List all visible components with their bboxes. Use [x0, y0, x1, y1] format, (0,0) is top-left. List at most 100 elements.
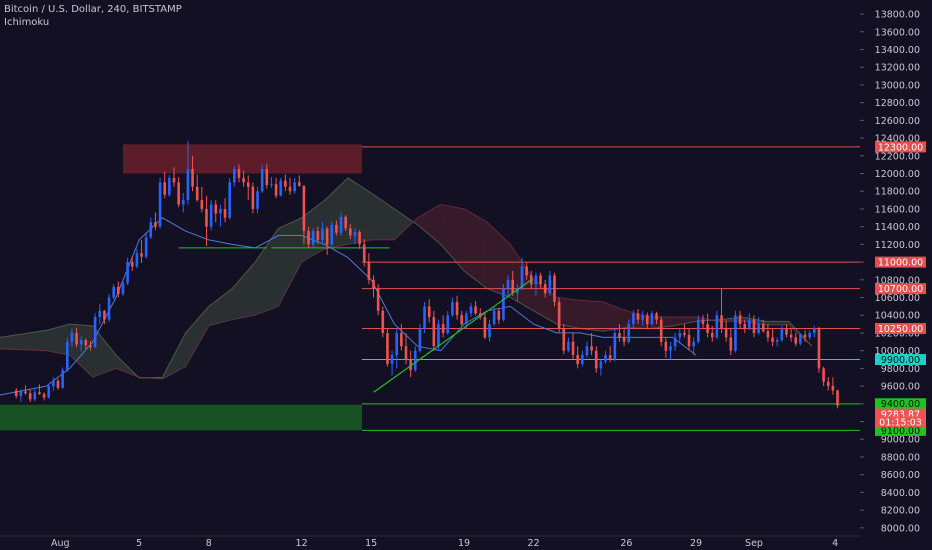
ichimoku-cloud-segment — [371, 193, 395, 240]
y-tick-label: 12600.00 — [875, 116, 920, 127]
candle — [390, 355, 394, 364]
x-tick-label: Sep — [745, 538, 763, 549]
candle — [655, 313, 658, 320]
candle — [79, 340, 83, 345]
candle — [492, 310, 496, 325]
candle — [52, 380, 55, 387]
candle — [488, 324, 491, 338]
candle — [381, 310, 385, 333]
candle — [112, 286, 115, 298]
candle — [715, 315, 719, 338]
candle — [191, 169, 194, 187]
ichimoku-cloud-segment — [672, 317, 696, 326]
x-tick-label: 15 — [365, 538, 377, 549]
candle — [516, 288, 519, 294]
candle — [590, 346, 593, 351]
candle — [117, 286, 120, 294]
candle — [158, 182, 162, 227]
candle — [186, 169, 190, 201]
candle — [710, 332, 714, 338]
ichimoku-cloud-segment — [440, 204, 464, 271]
trendline — [373, 279, 532, 393]
candle — [65, 341, 69, 371]
candle — [794, 337, 798, 344]
candle — [622, 337, 626, 342]
candle — [618, 332, 621, 338]
candle — [636, 313, 640, 320]
candle — [19, 391, 23, 396]
candle — [813, 328, 816, 333]
candle — [687, 334, 691, 347]
ichimoku-cloud-segment — [0, 330, 47, 351]
price-label: 9900.00 — [881, 355, 920, 366]
candle — [293, 182, 296, 192]
candle — [70, 332, 74, 342]
candle — [817, 328, 821, 369]
candle — [446, 315, 450, 333]
chart-title: Bitcoin / U.S. Dollar, 240, BITSTAMP — [4, 4, 182, 15]
candle — [270, 184, 273, 186]
y-tick-label: 9800.00 — [881, 364, 920, 375]
candle — [567, 341, 570, 351]
candle — [548, 275, 552, 294]
price-label: 11000.00 — [878, 257, 923, 268]
x-tick-label: 8 — [206, 538, 212, 549]
y-tick-label: 13800.00 — [875, 10, 920, 21]
y-tick-label: 13000.00 — [875, 80, 920, 91]
candle — [265, 169, 269, 186]
candle — [353, 231, 357, 236]
candle — [84, 340, 88, 346]
candle — [808, 332, 811, 338]
price-label-box — [875, 256, 926, 268]
candle — [650, 313, 654, 325]
candle — [14, 390, 18, 396]
candle — [42, 394, 46, 398]
candle — [284, 180, 287, 187]
candle — [302, 185, 306, 232]
price-label-box — [875, 424, 926, 436]
price-label-box — [875, 408, 926, 420]
candle — [497, 310, 501, 320]
candle — [28, 393, 32, 400]
price-label-box — [875, 283, 926, 295]
candle — [669, 346, 672, 351]
y-tick-label: 12200.00 — [875, 151, 920, 162]
candle — [539, 275, 542, 285]
candle — [594, 350, 598, 369]
candle — [673, 337, 677, 347]
y-tick-label: 10000.00 — [875, 346, 920, 357]
price-label: 9400.00 — [881, 399, 920, 410]
price-label-box — [875, 141, 926, 153]
candle — [692, 341, 695, 347]
candle — [163, 182, 167, 195]
ichimoku-cloud-segment — [185, 306, 209, 367]
candle — [553, 275, 556, 302]
price-label: 12300.00 — [878, 142, 923, 153]
y-tick-label: 8600.00 — [881, 470, 920, 481]
y-tick-label: 11400.00 — [875, 222, 920, 233]
candle — [460, 315, 463, 325]
ichimoku-cloud-segment — [487, 222, 511, 298]
candle — [233, 169, 236, 183]
candle — [757, 324, 760, 333]
price-label-box — [875, 398, 926, 410]
candle — [469, 306, 473, 314]
candle — [437, 324, 440, 347]
candle — [339, 216, 343, 233]
candle — [766, 331, 770, 338]
candle — [214, 204, 218, 214]
candle — [743, 324, 747, 329]
indicator-name: Ichimoku — [4, 17, 50, 28]
senkou-span-b — [0, 203, 813, 380]
x-tick-label: 22 — [528, 538, 540, 549]
candle — [706, 324, 709, 333]
candle — [534, 275, 538, 285]
candle — [130, 262, 134, 267]
candle — [465, 313, 468, 325]
candle — [697, 319, 700, 342]
price-label: 9283.87 — [881, 410, 920, 421]
ichimoku-cloud-segment — [278, 217, 302, 307]
